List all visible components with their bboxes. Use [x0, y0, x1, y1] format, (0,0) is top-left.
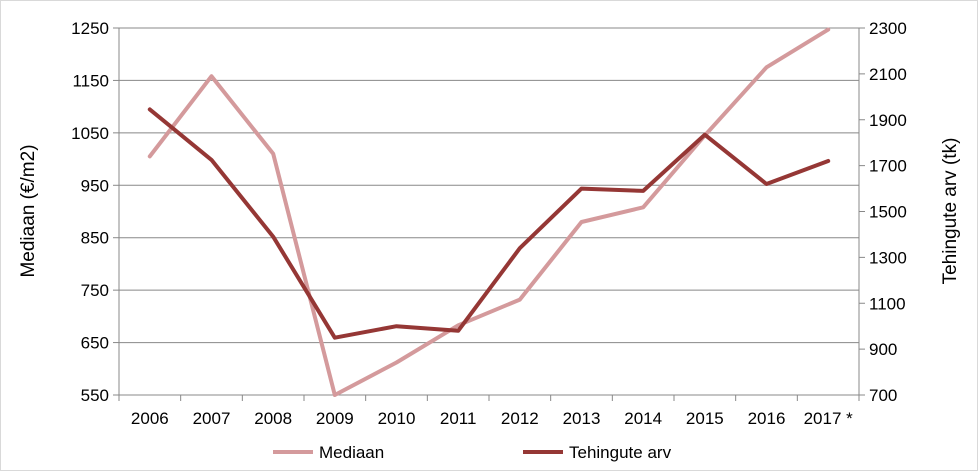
axes — [113, 27, 865, 401]
y-tick-label-right: 900 — [869, 340, 897, 359]
y-axis-title-left: Mediaan (€/m2) — [18, 144, 39, 277]
y-tick-label-right: 1900 — [869, 111, 907, 130]
y-tick-label-left: 550 — [81, 386, 109, 405]
series-line-mediaan — [147, 27, 831, 397]
y-tick-label-right: 1700 — [869, 157, 907, 176]
x-tick-label: 2011 — [440, 409, 477, 428]
y-tick-label-right: 700 — [869, 386, 897, 405]
y-axis-title-right: Tehingute arv (tk) — [940, 138, 961, 285]
y-tick-label-right: 1300 — [869, 248, 907, 267]
x-tick-label: 2016 — [748, 409, 786, 428]
gridlines — [119, 27, 859, 396]
tick-labels: 550 650 750 850 950 1050 1150 1250 700 900 1100 130… — [71, 19, 907, 428]
x-tick-label: 2006 — [131, 409, 169, 428]
y-tick-label-left: 850 — [81, 229, 109, 248]
x-tick-label: 2014 — [624, 409, 662, 428]
y-tick-label-right: 1100 — [869, 294, 906, 313]
x-tick-label: 2010 — [378, 409, 416, 428]
legend-label: Tehingute arv — [569, 443, 672, 462]
y-tick-label-right: 2300 — [869, 19, 907, 38]
y-tick-label-left: 1250 — [71, 19, 109, 38]
legend-label: Mediaan — [319, 443, 384, 462]
y-tick-label-right: 2100 — [869, 65, 907, 84]
series-lines — [147, 27, 831, 397]
y-tick-label-right: 1500 — [869, 203, 907, 222]
x-tick-label: 2012 — [501, 409, 539, 428]
y-tick-label-left: 750 — [81, 281, 109, 300]
y-tick-label-left: 950 — [81, 176, 109, 195]
legend: Mediaan Tehingute arv — [273, 443, 672, 462]
y-tick-label-left: 1050 — [71, 124, 109, 143]
x-tick-label: 2009 — [316, 409, 354, 428]
series-line-tehingute-arv — [147, 107, 831, 340]
y-tick-label-left: 650 — [81, 334, 109, 353]
x-tick-label: 2013 — [563, 409, 601, 428]
x-tick-label: 2007 — [193, 409, 231, 428]
x-tick-label: 2008 — [254, 409, 292, 428]
x-tick-label: 2015 — [686, 409, 724, 428]
y-tick-label-left: 1150 — [72, 71, 109, 90]
x-tick-label: 2017 * — [804, 409, 854, 428]
